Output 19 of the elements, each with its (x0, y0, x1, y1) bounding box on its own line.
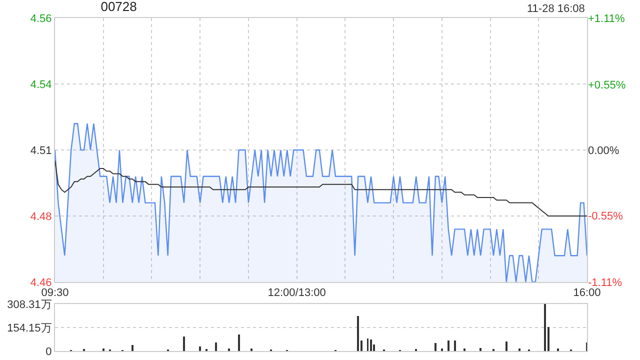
x-tick-label: 12:00/13:00 (268, 287, 326, 300)
y-tick-label: 4.46 (30, 276, 52, 289)
y2-tick-label: -0.55% (588, 210, 624, 222)
y-tick-label: 4.54 (30, 78, 52, 91)
y2-tick-label: +1.11% (588, 12, 626, 25)
text: 11-28 16:08 (527, 3, 585, 15)
y-tick-label: 308.31万 (7, 298, 52, 311)
line-series (55, 160, 587, 216)
y-tick-label: 4.51 (30, 144, 52, 157)
y-tick-label: 4.56 (30, 12, 52, 25)
y-tick-label: 4.48 (30, 210, 52, 223)
y2-tick-label: 0.00% (588, 144, 620, 157)
x-tick-label: 09:30 (41, 287, 69, 300)
y2-tick-label: +0.55% (588, 79, 626, 92)
y-tick-label: 0 (46, 346, 52, 358)
y2-tick-label: -1.11% (588, 276, 622, 289)
y-tick-label: 154.15万 (7, 322, 52, 334)
chart-title: 00728 (100, 0, 137, 14)
x-tick-label: 16:00 (573, 287, 601, 300)
